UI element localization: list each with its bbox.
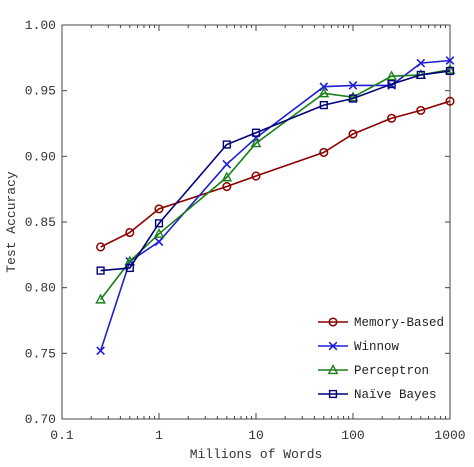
x-axis-label: Millions of Words — [190, 447, 323, 462]
data-point-perceptron — [221, 171, 233, 182]
y-tick-label: 1.00 — [25, 18, 56, 33]
y-tick-label: 0.95 — [25, 84, 56, 99]
series-line-na-ve-bayes — [100, 70, 451, 272]
data-point-na-ve-bayes — [251, 128, 261, 137]
y-tick-label: 0.90 — [25, 149, 56, 164]
data-point-perceptron — [318, 87, 330, 98]
x-tick-label: 1000 — [434, 428, 465, 443]
data-point-perceptron — [95, 293, 106, 304]
x-tick-label: 100 — [341, 428, 364, 443]
data-point-winnow — [416, 58, 426, 68]
data-point-memory-based — [251, 171, 261, 181]
y-axis-label: Test Accuracy — [4, 171, 19, 273]
legend-marker-na-ve-bayes — [328, 389, 338, 399]
data-point-na-ve-bayes — [125, 263, 134, 273]
plot-area: 0.70 0.75 0.80 0.85 0.90 0.95 1.00 0.1 1 10 100 100… — [25, 18, 466, 443]
data-point-perceptron — [153, 227, 165, 238]
data-point-na-ve-bayes — [416, 70, 425, 80]
legend-marker-memory-based — [328, 317, 338, 327]
data-point-na-ve-bayes — [348, 94, 358, 103]
data-point-na-ve-bayes — [445, 66, 455, 76]
data-point-winnow — [319, 82, 329, 92]
data-point-winnow — [222, 159, 232, 169]
legend: Memory-Based Winnow Perceptron Naïve Bayes — [318, 316, 444, 402]
data-point-memory-based — [96, 242, 106, 252]
data-point-na-ve-bayes — [222, 140, 231, 149]
y-tick-label: 0.75 — [25, 346, 56, 361]
data-point-memory-based — [125, 227, 135, 238]
legend-marker-perceptron — [327, 364, 339, 375]
legend-label-na-ve-bayes: Naïve Bayes — [354, 388, 437, 402]
y-tick-label: 0.70 — [25, 412, 56, 427]
data-point-perceptron — [250, 137, 262, 148]
data-point-winnow — [154, 237, 164, 247]
legend-label-winnow: Winnow — [354, 340, 400, 354]
data-point-memory-based — [387, 113, 397, 123]
data-point-winnow — [348, 81, 358, 90]
data-point-winnow — [96, 346, 105, 356]
x-tick-label: 1 — [155, 428, 163, 443]
data-point-memory-based — [416, 105, 426, 115]
series-line-memory-based — [100, 100, 451, 248]
data-point-perceptron — [347, 91, 359, 102]
legend-label-perceptron: Perceptron — [354, 364, 429, 378]
data-point-memory-based — [222, 181, 232, 192]
data-point-memory-based — [348, 129, 358, 139]
y-tick-label: 0.85 — [25, 215, 56, 230]
data-point-perceptron — [386, 70, 397, 81]
legend-label-memory-based: Memory-Based — [354, 316, 444, 330]
data-point-memory-based — [445, 96, 455, 106]
y-tick-label: 0.80 — [25, 281, 56, 296]
data-point-memory-based — [154, 204, 164, 214]
x-tick-label: 0.1 — [50, 428, 74, 443]
data-point-na-ve-bayes — [154, 219, 164, 228]
series-line-perceptron — [99, 68, 451, 300]
x-tick-label: 10 — [248, 428, 264, 443]
legend-marker-winnow — [328, 341, 338, 351]
data-point-memory-based — [319, 147, 329, 157]
series-line-winnow — [99, 59, 451, 351]
data-point-na-ve-bayes — [319, 101, 328, 110]
data-point-perceptron — [444, 63, 456, 74]
data-point-winnow — [445, 56, 455, 65]
data-point-na-ve-bayes — [96, 266, 105, 275]
data-point-na-ve-bayes — [387, 79, 396, 89]
